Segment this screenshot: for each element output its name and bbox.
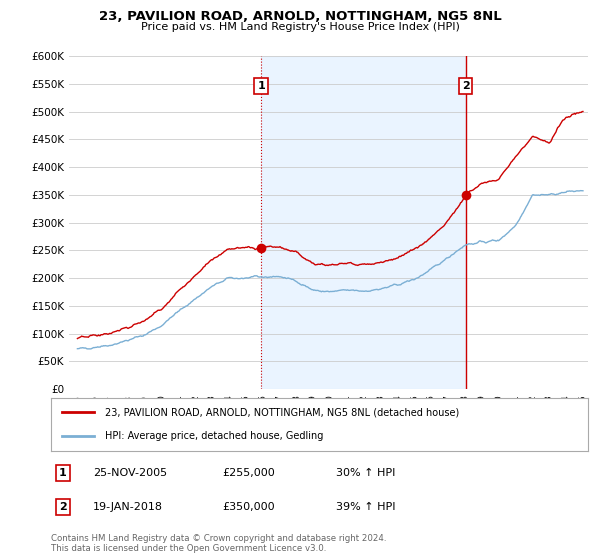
Text: 2: 2 <box>462 81 470 91</box>
Text: Contains HM Land Registry data © Crown copyright and database right 2024.
This d: Contains HM Land Registry data © Crown c… <box>51 534 386 553</box>
Text: 23, PAVILION ROAD, ARNOLD, NOTTINGHAM, NG5 8NL (detached house): 23, PAVILION ROAD, ARNOLD, NOTTINGHAM, N… <box>105 408 459 418</box>
Text: 25-NOV-2005: 25-NOV-2005 <box>93 468 167 478</box>
Text: 19-JAN-2018: 19-JAN-2018 <box>93 502 163 512</box>
Text: 1: 1 <box>59 468 67 478</box>
Text: £350,000: £350,000 <box>222 502 275 512</box>
Text: 2: 2 <box>59 502 67 512</box>
Text: 1: 1 <box>257 81 265 91</box>
Text: Price paid vs. HM Land Registry's House Price Index (HPI): Price paid vs. HM Land Registry's House … <box>140 22 460 32</box>
Text: 23, PAVILION ROAD, ARNOLD, NOTTINGHAM, NG5 8NL: 23, PAVILION ROAD, ARNOLD, NOTTINGHAM, N… <box>98 10 502 23</box>
Text: 39% ↑ HPI: 39% ↑ HPI <box>336 502 395 512</box>
Text: 30% ↑ HPI: 30% ↑ HPI <box>336 468 395 478</box>
Text: £255,000: £255,000 <box>222 468 275 478</box>
Text: HPI: Average price, detached house, Gedling: HPI: Average price, detached house, Gedl… <box>105 431 323 441</box>
Bar <box>261 56 466 389</box>
